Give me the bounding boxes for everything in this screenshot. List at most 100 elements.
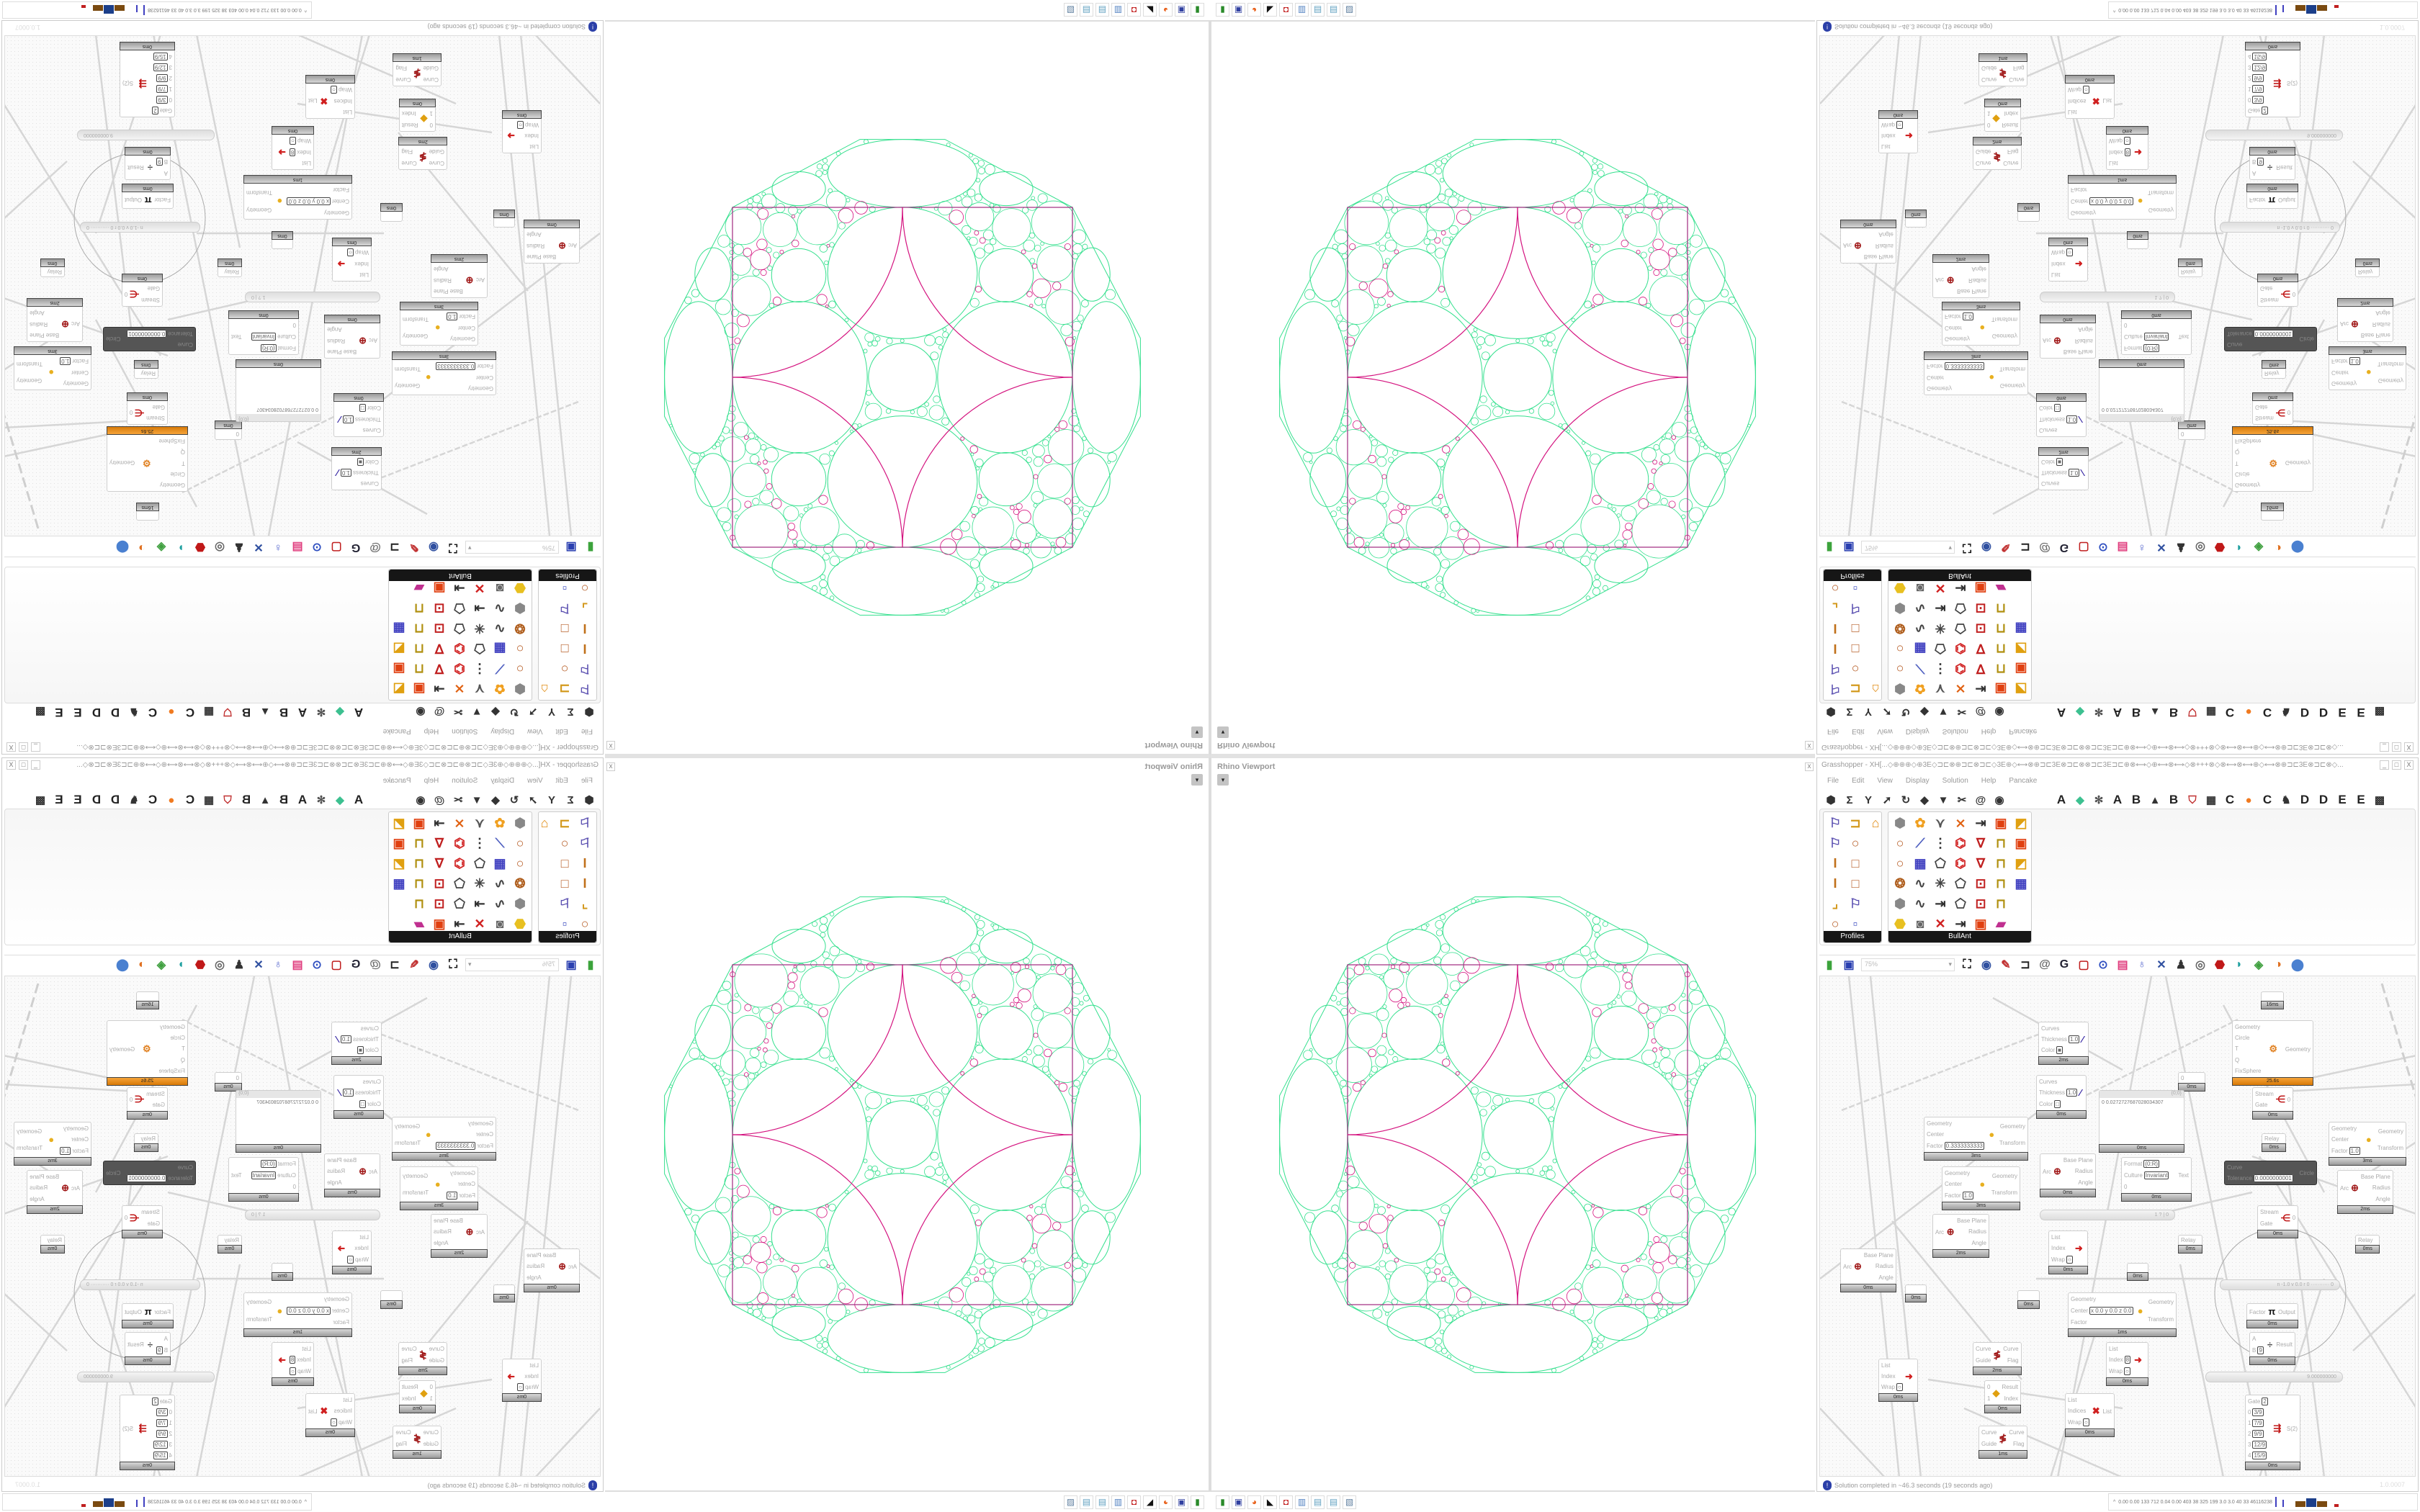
output-param[interactable]: Transform: [395, 365, 421, 373]
input-param[interactable]: Factor: [2249, 1308, 2266, 1316]
output-param[interactable]: Radius: [2372, 1184, 2390, 1192]
output-param[interactable]: Geometry: [246, 206, 272, 214]
input-param[interactable]: Guide: [1981, 1440, 1996, 1448]
input-param[interactable]: List: [530, 1362, 539, 1369]
bulb-icon[interactable]: ♁: [274, 541, 282, 554]
output-param[interactable]: Result: [127, 163, 144, 171]
hook-icon[interactable]: ↻: [509, 706, 519, 718]
input-param[interactable]: Gate: [153, 403, 165, 411]
ladder-icon[interactable]: ⋮: [1934, 836, 1947, 850]
output-param[interactable]: Output: [125, 1308, 142, 1316]
param-value[interactable]: 15/9: [2252, 1452, 2267, 1459]
input-param[interactable]: Curve: [1976, 1345, 1991, 1353]
polygon-icon[interactable]: ⬠: [1955, 621, 1966, 636]
input-param[interactable]: Wrap○: [347, 248, 369, 257]
tab-c[interactable]: C: [185, 793, 195, 806]
input-param[interactable]: List: [360, 271, 369, 279]
input-param[interactable]: Center: [2331, 369, 2349, 377]
bake-icon[interactable]: ⊐: [2020, 958, 2030, 971]
solid-icon[interactable]: ⬢: [514, 601, 526, 616]
output-param[interactable]: Geometry: [395, 382, 420, 390]
spiral-icon[interactable]: @: [434, 706, 445, 719]
input-param[interactable]: Wrap○: [331, 86, 352, 94]
component-node[interactable]: Stream Gate ⋲ 0 0ms: [2257, 1205, 2299, 1238]
input-param[interactable]: Indices: [2068, 97, 2086, 105]
input-param[interactable]: 1: [430, 1395, 433, 1403]
preview-eye-icon[interactable]: ◉: [1981, 541, 1991, 554]
box-red-icon[interactable]: ▣: [2015, 662, 2027, 676]
input-param[interactable]: Wrap○: [2068, 86, 2089, 94]
output-param[interactable]: Radius: [526, 1262, 544, 1270]
teal-shape-icon[interactable]: ◗: [2236, 541, 2243, 554]
sigma-icon[interactable]: Σ: [1846, 706, 1853, 719]
wires-icon[interactable]: ✕: [2156, 541, 2166, 554]
param-value[interactable]: 1.0: [60, 1146, 71, 1155]
component-node[interactable]: Relay 0ms: [40, 258, 65, 277]
input-param[interactable]: Arc: [1843, 242, 1852, 250]
param-value[interactable]: 1.0: [2069, 1035, 2080, 1043]
curve-icon[interactable]: ∿: [1914, 876, 1926, 891]
triangle-icon[interactable]: ▼: [1937, 706, 1949, 719]
input-param[interactable]: Color□: [2039, 1099, 2061, 1108]
v-nodes-icon[interactable]: ∇: [434, 642, 444, 656]
star-nodes-icon[interactable]: ✳: [474, 876, 485, 891]
panel-node[interactable]: {0;0} 0 0.0272727687028034307 0ms: [236, 1090, 321, 1153]
input-param[interactable]: Curves: [361, 480, 379, 487]
param-value[interactable]: 1.0: [1962, 312, 1973, 321]
param-value[interactable]: 1.0: [1962, 1191, 1973, 1200]
param-value[interactable]: ○: [2123, 1367, 2130, 1375]
cube-icon[interactable]: ▦: [1914, 856, 1927, 870]
output-param[interactable]: Flag: [401, 148, 413, 156]
search-icon[interactable]: ⊙: [2098, 541, 2108, 554]
param-value[interactable]: 1.0: [2069, 469, 2080, 477]
output-param[interactable]: Circle: [106, 336, 120, 343]
param-value[interactable]: □: [2054, 1099, 2061, 1108]
input-param[interactable]: List: [2068, 1396, 2076, 1404]
number-slider[interactable]: 9.000000000: [2205, 1372, 2343, 1382]
input-param[interactable]: Circle: [2235, 1034, 2249, 1042]
param-value[interactable]: 8: [289, 148, 296, 156]
curve-icon[interactable]: ∿: [494, 876, 506, 891]
param-value[interactable]: 0.3333333333: [436, 1141, 476, 1150]
curve-icon[interactable]: ∿: [1914, 601, 1926, 616]
component-node[interactable]: 0ms: [1905, 210, 1927, 228]
lock-icon[interactable]: ⊓: [1995, 896, 2007, 911]
component-node[interactable]: Curve Guide ≸ Curve Flag 1ms: [1978, 53, 2027, 86]
nodes-icon[interactable]: ⋎: [475, 816, 485, 830]
input-param[interactable]: 1: [1987, 1395, 1990, 1403]
param-value[interactable]: 3/9: [156, 96, 168, 104]
component-node[interactable]: Stream Gate ⋲ 0 0ms: [126, 392, 168, 425]
tab-d[interactable]: D: [91, 793, 102, 806]
menu-view[interactable]: View: [527, 777, 543, 785]
input-param[interactable]: Factor0.3333333333: [436, 1141, 493, 1150]
param-value[interactable]: Invariant: [251, 1171, 277, 1179]
cross-tri-icon[interactable]: ⨯: [454, 682, 465, 696]
i-beam-icon[interactable]: I: [583, 876, 587, 891]
param-value[interactable]: Invariant: [2143, 1171, 2169, 1179]
calculator-icon[interactable]: ▥: [1295, 3, 1309, 17]
param-value[interactable]: {0:R}: [2143, 343, 2160, 352]
red-gem-icon[interactable]: ⬣: [2215, 541, 2225, 554]
input-param[interactable]: Geometry: [1945, 1169, 1970, 1177]
input-param[interactable]: 0: [236, 1074, 239, 1082]
input-param[interactable]: Tolerance0.0000000001: [127, 1174, 193, 1182]
input-param[interactable]: Color■: [2041, 458, 2063, 466]
output-param[interactable]: Flag: [395, 64, 407, 72]
triangle-icon[interactable]: ▼: [1937, 793, 1949, 806]
tab-b[interactable]: B: [279, 793, 289, 806]
small-squares-icon[interactable]: ▫: [1852, 581, 1858, 595]
number-slider[interactable]: n -1.0 v 0.0 r 0 ··········· 0: [80, 222, 200, 233]
output-param[interactable]: Index: [2004, 1395, 2019, 1403]
lock-icon[interactable]: ⊓: [413, 601, 425, 616]
output-param[interactable]: Base Plane: [434, 1217, 463, 1225]
sigma-icon[interactable]: Σ: [567, 706, 574, 719]
input-param[interactable]: FixSphere: [2235, 1067, 2261, 1075]
